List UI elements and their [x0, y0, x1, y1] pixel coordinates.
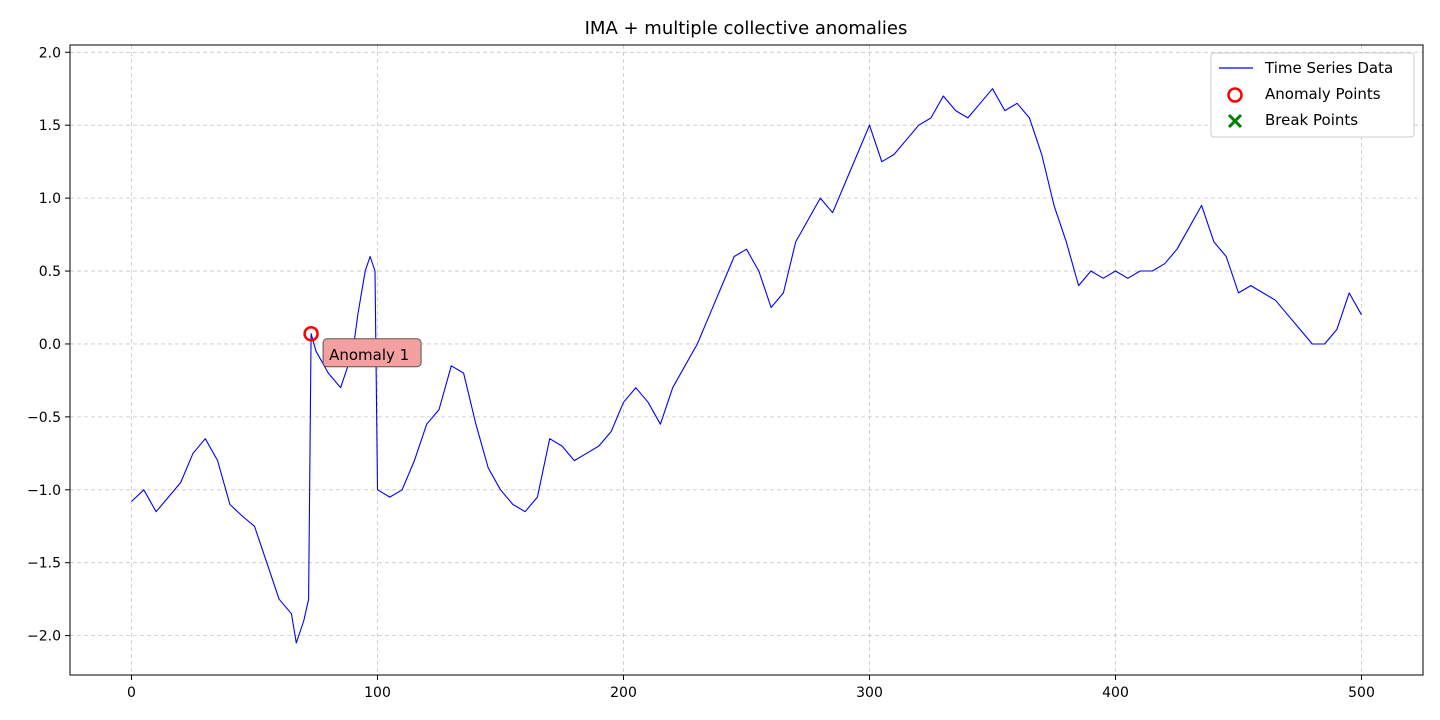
x-tick-label: 100: [364, 685, 391, 701]
legend-entry-time-series: Time Series Data: [1264, 59, 1393, 77]
y-tick-label: 2.0: [39, 45, 61, 61]
y-tick-label: 0.5: [39, 264, 61, 280]
chart-title: IMA + multiple collective anomalies: [585, 18, 908, 39]
legend-box: [1210, 52, 1415, 138]
annotation-box: [322, 338, 422, 368]
legend-anomaly-swatch: [1227, 87, 1243, 103]
y-tick-label: −1.0: [27, 483, 61, 499]
legend: Time Series Data Anomaly Points Break Po…: [1210, 52, 1415, 138]
legend-entry-break-points: Break Points: [1265, 111, 1358, 129]
x-tick-label: 200: [610, 685, 637, 701]
plot-frame: [69, 44, 1424, 676]
y-tick-label: 1.5: [39, 118, 61, 134]
x-axis: 0 100 200 300 400 500: [127, 675, 1375, 701]
legend-break-swatch: [1227, 113, 1243, 129]
series-line-time-series-data: [131, 88, 1362, 644]
x-tick-label: 0: [127, 685, 136, 701]
x-tick-label: 300: [856, 685, 883, 701]
y-tick-label: −2.0: [27, 629, 61, 645]
y-tick-label: 0.0: [39, 337, 61, 353]
legend-entry-anomaly-points: Anomaly Points: [1265, 85, 1381, 103]
annotation-layer: Anomaly 1: [322, 338, 422, 368]
grid: [70, 45, 1423, 675]
y-axis: −2.0 −1.5 −1.0 −0.5 0.0 0.5 1.0 1.5 2.0: [27, 45, 70, 645]
annotation-label: Anomaly 1: [329, 346, 409, 364]
anomaly-point: [303, 326, 319, 342]
y-tick-label: 1.0: [39, 191, 61, 207]
series-layer: [131, 88, 1362, 644]
x-tick-label: 500: [1348, 685, 1375, 701]
y-tick-label: −1.5: [27, 556, 61, 572]
marker-layer: [303, 326, 319, 342]
y-tick-label: −0.5: [27, 410, 61, 426]
x-tick-label: 400: [1102, 685, 1129, 701]
